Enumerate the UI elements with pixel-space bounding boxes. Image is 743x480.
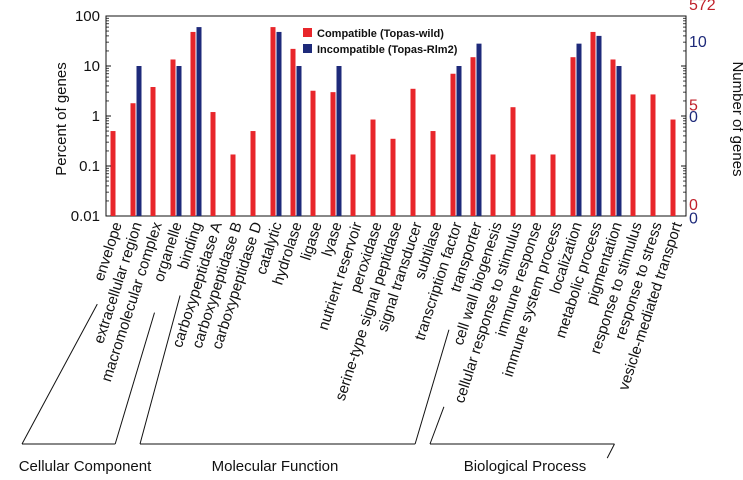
bar-compatible bbox=[430, 131, 436, 216]
y-tick-label: 0.01 bbox=[71, 208, 100, 225]
group-brackets: Cellular Component Molecular Function Biol… bbox=[19, 295, 615, 475]
bar-compatible bbox=[550, 154, 556, 216]
right-tick-label: 0 bbox=[689, 109, 698, 126]
bar-compatible bbox=[250, 131, 256, 216]
bar-incompatible bbox=[296, 66, 302, 216]
group-bracket-left bbox=[21, 303, 98, 445]
bar-incompatible bbox=[616, 66, 622, 216]
y-tick-label: 100 bbox=[75, 8, 100, 25]
bar-compatible bbox=[490, 154, 496, 216]
bar-compatible bbox=[170, 59, 176, 217]
bar-compatible bbox=[310, 90, 316, 216]
bar-incompatible bbox=[596, 35, 602, 216]
y-axis-ticks: 100 10 1 0.1 0.01 bbox=[71, 8, 686, 225]
bar-compatible bbox=[590, 31, 596, 216]
legend-swatch-incompatible bbox=[303, 44, 312, 53]
bar-incompatible bbox=[456, 66, 462, 216]
group-label: Biological Process bbox=[464, 458, 587, 475]
bar-compatible bbox=[570, 57, 576, 217]
bar-incompatible bbox=[196, 27, 202, 216]
bar-compatible bbox=[350, 154, 356, 216]
right-tick-label: 5 bbox=[689, 97, 698, 114]
group-bracket-right bbox=[114, 312, 155, 445]
bar-incompatible bbox=[576, 43, 582, 217]
bar-compatible bbox=[470, 57, 476, 217]
right-tick-label: 572 bbox=[689, 0, 716, 14]
bar-compatible bbox=[510, 107, 516, 216]
bar-compatible bbox=[370, 119, 376, 216]
group-label: Molecular Function bbox=[212, 458, 339, 475]
group-bracket-left bbox=[429, 406, 445, 445]
y-axis-title: Percent of genes bbox=[53, 62, 70, 175]
right-tick-label: 10 bbox=[689, 34, 707, 51]
bar-incompatible bbox=[136, 66, 142, 216]
bar-compatible bbox=[410, 88, 416, 216]
legend-label-compatible: Compatible (Topas-wild) bbox=[317, 28, 444, 40]
bar-incompatible bbox=[476, 43, 482, 217]
bar-compatible bbox=[110, 131, 116, 216]
bar-compatible bbox=[390, 138, 396, 216]
bar-compatible bbox=[270, 27, 276, 216]
bar-compatible bbox=[330, 92, 336, 216]
bar-compatible bbox=[450, 73, 456, 217]
bar-compatible bbox=[650, 94, 656, 216]
legend-label-incompatible: Incompatible (Topas-Rlm2) bbox=[317, 44, 458, 56]
right-tick-label: 0 bbox=[689, 197, 698, 214]
bar-series bbox=[110, 27, 676, 217]
y-tick-label: 10 bbox=[83, 58, 100, 75]
bar-compatible bbox=[610, 59, 616, 217]
group-bracket-left bbox=[139, 295, 181, 445]
bar-compatible bbox=[210, 112, 216, 216]
bar-incompatible bbox=[336, 66, 342, 216]
bar-compatible bbox=[630, 94, 636, 216]
bar-compatible bbox=[230, 154, 236, 216]
right-tick-label: 0 bbox=[689, 211, 698, 228]
group-bracket-right bbox=[414, 329, 450, 445]
legend-swatch-compatible bbox=[303, 28, 312, 37]
right-axis-title: Number of genes bbox=[729, 61, 743, 176]
group-label: Cellular Component bbox=[19, 458, 152, 475]
bar-compatible bbox=[290, 48, 296, 217]
legend: Compatible (Topas-wild) Incompatible (To… bbox=[303, 28, 458, 56]
bar-incompatible bbox=[276, 31, 282, 216]
y-tick-label: 1 bbox=[92, 108, 100, 125]
group-bracket-right bbox=[606, 443, 615, 459]
y-tick-label: 0.1 bbox=[79, 158, 100, 175]
bar-compatible bbox=[530, 154, 536, 216]
bar-compatible bbox=[190, 31, 196, 216]
bar-compatible bbox=[130, 103, 136, 216]
bar-compatible bbox=[670, 119, 676, 216]
bar-compatible bbox=[150, 87, 156, 216]
bar-incompatible bbox=[176, 66, 182, 216]
